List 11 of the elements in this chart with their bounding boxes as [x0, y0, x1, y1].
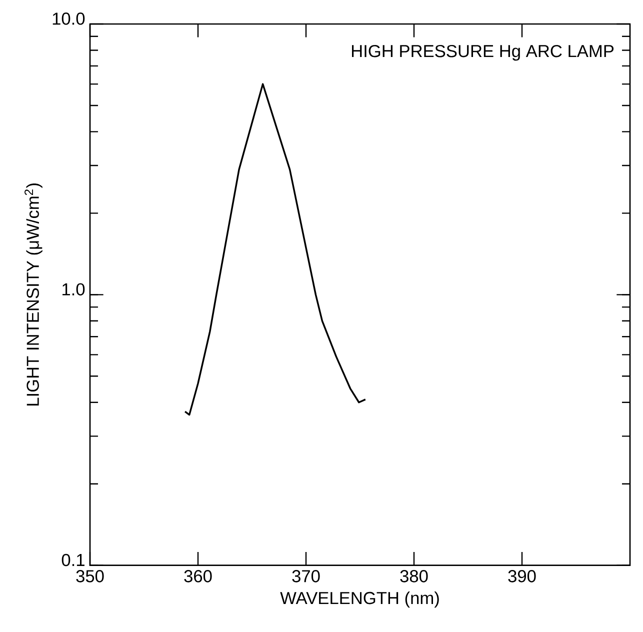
x-axis-title: WAVELENGTH (nm) [280, 591, 439, 608]
x-tick-label: 370 [292, 570, 320, 582]
x-tick-label: 380 [400, 570, 428, 582]
x-tick-label: 390 [508, 570, 536, 582]
y-axis-title: LIGHT INTENSITY (μW/cm$^{2}$) [24, 183, 42, 406]
y-tick-label: 0.1 [62, 554, 84, 566]
y-tick-label: 1.0 [62, 283, 85, 296]
y-tick-label: 10.0 [52, 12, 85, 25]
x-tick-label: 360 [184, 570, 212, 582]
annotation: HIGH PRESSURE Hg ARC LAMP [352, 44, 614, 60]
x-tick-label: 350 [76, 570, 104, 582]
